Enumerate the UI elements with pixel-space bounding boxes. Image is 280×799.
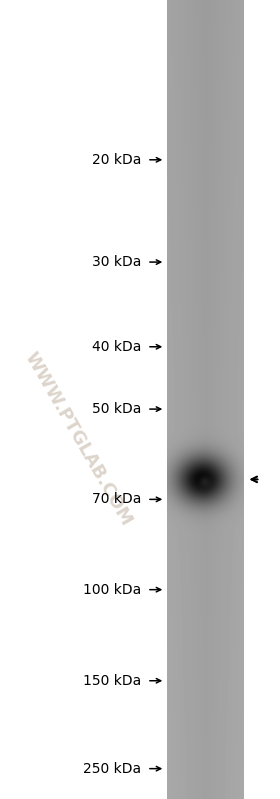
- Text: 100 kDa: 100 kDa: [83, 582, 141, 597]
- Text: 250 kDa: 250 kDa: [83, 761, 141, 776]
- Text: 40 kDa: 40 kDa: [92, 340, 141, 354]
- Text: 150 kDa: 150 kDa: [83, 674, 141, 688]
- Text: 20 kDa: 20 kDa: [92, 153, 141, 167]
- Text: 70 kDa: 70 kDa: [92, 492, 141, 507]
- Text: 50 kDa: 50 kDa: [92, 402, 141, 416]
- Text: WWW.PTGLAB.COM: WWW.PTGLAB.COM: [21, 349, 136, 530]
- Text: 30 kDa: 30 kDa: [92, 255, 141, 269]
